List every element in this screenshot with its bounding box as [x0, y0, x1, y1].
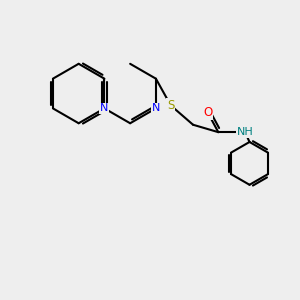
Text: S: S: [167, 99, 174, 112]
Text: N: N: [100, 103, 109, 113]
Text: NH: NH: [237, 127, 254, 137]
Text: N: N: [152, 103, 160, 113]
Text: O: O: [203, 106, 212, 119]
